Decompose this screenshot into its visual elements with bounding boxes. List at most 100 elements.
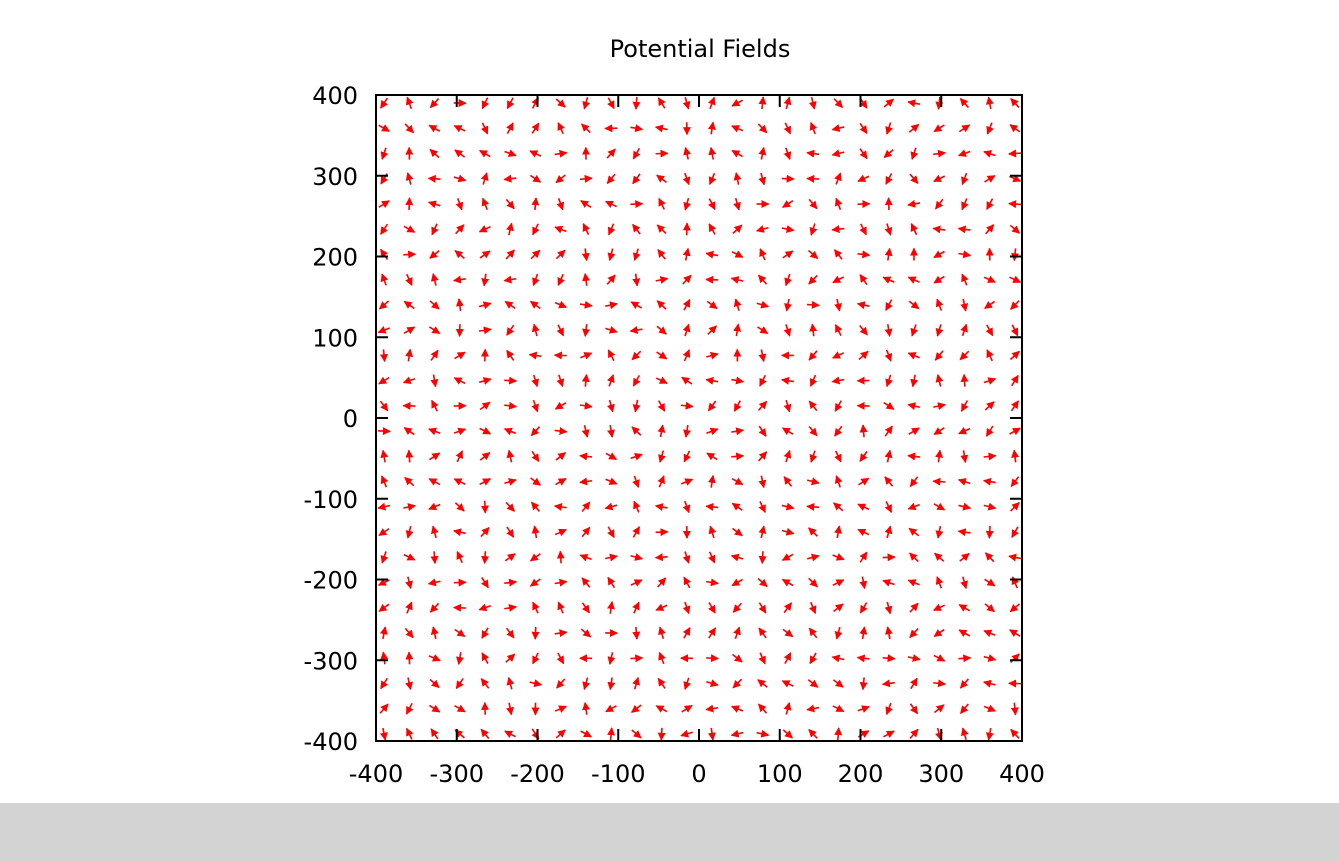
field-arrow-173 (807, 249, 819, 260)
field-arrow-282 (934, 350, 944, 361)
field-arrow-441 (1010, 501, 1020, 512)
y-tick-label: -400 (304, 728, 358, 756)
field-arrow-444 (430, 525, 439, 539)
field-arrow-606 (582, 677, 591, 691)
field-arrow-320 (579, 401, 593, 410)
field-arrow-439 (958, 502, 972, 511)
field-arrow-673 (960, 727, 969, 740)
field-arrow-544 (984, 603, 995, 613)
field-arrow-381 (809, 450, 818, 463)
x-tick-label: -300 (430, 760, 484, 788)
field-arrow-166 (632, 248, 641, 262)
field-arrow-352 (731, 427, 745, 436)
field-arrow-325 (707, 400, 717, 412)
field-arrow-100 (933, 174, 946, 183)
field-arrow-587 (758, 652, 766, 665)
field-arrow-511 (808, 577, 818, 588)
field-arrow-316 (479, 401, 491, 411)
field-arrow-170 (731, 250, 744, 258)
field-arrow-624 (379, 703, 389, 714)
field-arrow-259 (1010, 324, 1019, 337)
field-arrow-625 (405, 702, 414, 715)
field-arrow-473 (504, 553, 516, 562)
field-arrow-225 (806, 300, 820, 309)
field-arrow-518 (984, 578, 996, 587)
field-arrow-514 (882, 579, 895, 587)
field-arrow-67 (758, 146, 767, 160)
field-arrow-350 (683, 425, 692, 438)
field-arrow-384 (884, 449, 893, 463)
field-arrow-431 (758, 501, 766, 514)
field-arrow-469 (403, 553, 416, 561)
field-arrow-629 (506, 702, 514, 716)
field-arrow-588 (783, 652, 792, 664)
field-arrow-197 (757, 274, 768, 285)
field-arrow-364 (380, 449, 389, 463)
field-arrow-498 (481, 576, 489, 589)
field-arrow-403 (707, 474, 716, 488)
field-arrow-254 (884, 324, 893, 337)
field-arrow-27 (404, 123, 415, 134)
field-arrow-80 (427, 174, 441, 183)
field-arrow-32 (531, 122, 540, 134)
field-arrow-248 (733, 323, 742, 337)
field-arrow-394 (479, 478, 492, 486)
field-arrow-414 (982, 477, 996, 486)
field-arrow-216 (579, 300, 593, 309)
field-arrow-593 (907, 654, 921, 662)
field-arrow-41 (757, 123, 768, 134)
field-arrow-58 (529, 150, 542, 158)
field-arrow-614 (781, 680, 794, 688)
field-arrow-662 (680, 729, 693, 738)
field-arrow-167 (657, 249, 666, 260)
y-tick-label: -200 (304, 567, 358, 595)
field-arrow-193 (655, 276, 669, 284)
field-arrow-20 (883, 98, 895, 108)
field-arrow-477 (605, 553, 618, 562)
field-arrow-184 (430, 273, 439, 286)
field-arrow-135 (506, 222, 514, 236)
field-arrow-440 (983, 502, 997, 511)
field-arrow-402 (680, 478, 694, 486)
field-arrow-270 (631, 350, 642, 361)
field-arrow-114 (630, 200, 644, 209)
field-arrow-589 (809, 652, 818, 665)
field-arrow-176 (884, 247, 893, 261)
field-arrow-562 (782, 628, 794, 638)
field-arrow-234 (377, 326, 391, 334)
field-arrow-462 (884, 525, 893, 539)
field-arrow-363 (1009, 427, 1021, 436)
field-arrow-442 (378, 527, 390, 537)
field-arrow-97 (857, 174, 870, 183)
field-arrow-596 (983, 654, 997, 662)
field-arrow-540 (884, 601, 893, 615)
y-tick-label: 400 (312, 82, 358, 110)
field-arrow-45 (859, 122, 868, 134)
field-arrow-348 (631, 426, 642, 436)
field-arrow-47 (908, 123, 920, 133)
x-axis-tick-labels: -400 -300 -200 -100 0 100 200 300 400 (349, 760, 1045, 788)
field-arrow-560 (733, 626, 741, 639)
field-arrow-120 (782, 200, 794, 208)
field-arrow-310 (983, 377, 997, 385)
field-arrow-461 (857, 528, 870, 537)
field-arrow-534 (732, 602, 743, 613)
field-arrow-532 (682, 601, 691, 615)
field-arrow-529 (607, 600, 615, 614)
x-tick-label: 400 (999, 760, 1045, 788)
field-arrow-636 (681, 704, 693, 713)
field-arrow-491 (959, 552, 970, 562)
field-arrow-157 (403, 250, 417, 259)
field-arrow-600 (429, 678, 440, 689)
x-tick-label: 0 (691, 760, 706, 788)
field-arrow-427 (654, 503, 668, 511)
field-arrow-159 (454, 250, 465, 259)
field-arrow-261 (405, 348, 414, 362)
field-arrow-160 (479, 250, 491, 259)
field-arrow-34 (581, 123, 591, 134)
field-arrow-591 (856, 654, 870, 663)
field-arrow-280 (884, 349, 893, 362)
field-arrow-307 (910, 374, 919, 388)
field-arrow-317 (504, 401, 518, 410)
field-arrow-156 (380, 248, 389, 260)
